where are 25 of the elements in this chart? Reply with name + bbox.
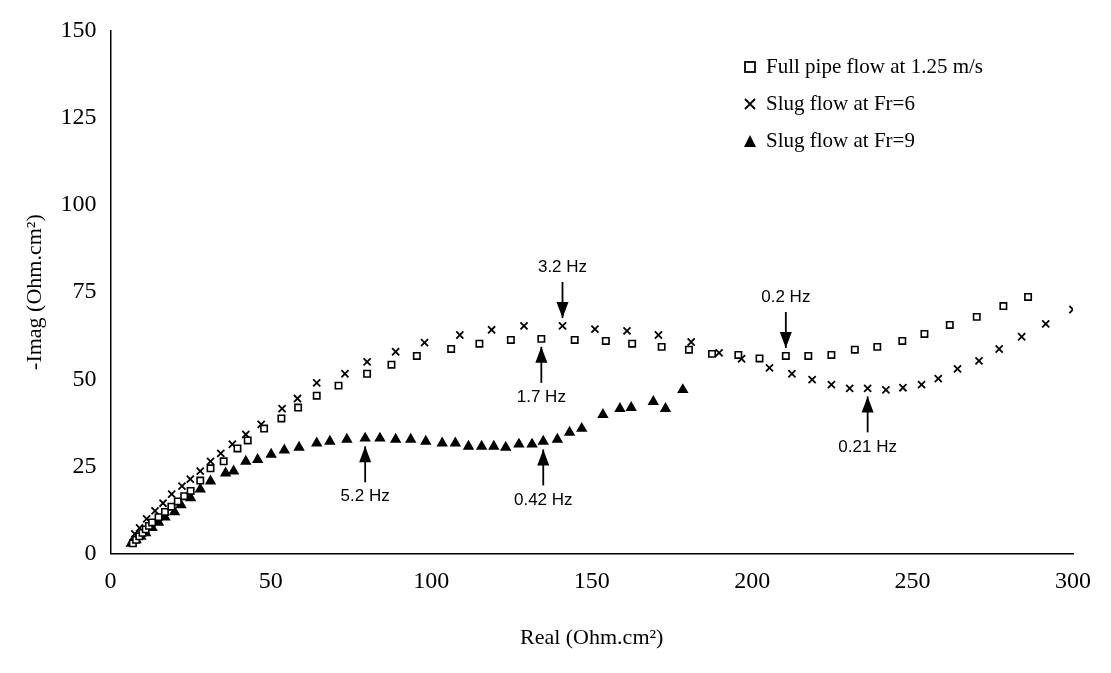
legend-label: Slug flow at Fr=6 [766,90,915,117]
y-tick-label: 0 [84,539,97,566]
x-tick-label: 200 [734,567,771,594]
x-tick-label: 100 [413,567,450,594]
annotation: 0.42 Hz [513,489,573,509]
x-tick-label: 250 [894,567,931,594]
annotation: 1.7 Hz [516,387,566,407]
x-axis-title: Real (Ohm.cm²) [519,623,664,649]
annotation: 0.21 Hz [838,436,897,456]
y-axis-title: -Imag (Ohm.cm²) [20,214,46,370]
y-tick-label: 50 [72,364,97,391]
x-tick-label: 150 [573,567,610,594]
y-tick-label: 125 [60,102,97,129]
x-tick-label: 50 [258,567,283,594]
legend-label: Full pipe flow at 1.25 m/s [766,53,983,80]
annotation: 3.2 Hz [537,257,588,277]
x-tick-label: 0 [104,567,117,594]
y-tick-label: 25 [72,451,97,478]
y-tick-label: 75 [72,277,97,304]
annotation: 5.2 Hz [340,486,390,506]
legend-label: Slug flow at Fr=9 [766,127,915,154]
y-tick-label: 100 [60,190,97,217]
x-tick-label: 300 [1055,567,1091,594]
y-tick-label: 150 [60,15,97,42]
annotation: 0.2 Hz [761,287,811,307]
